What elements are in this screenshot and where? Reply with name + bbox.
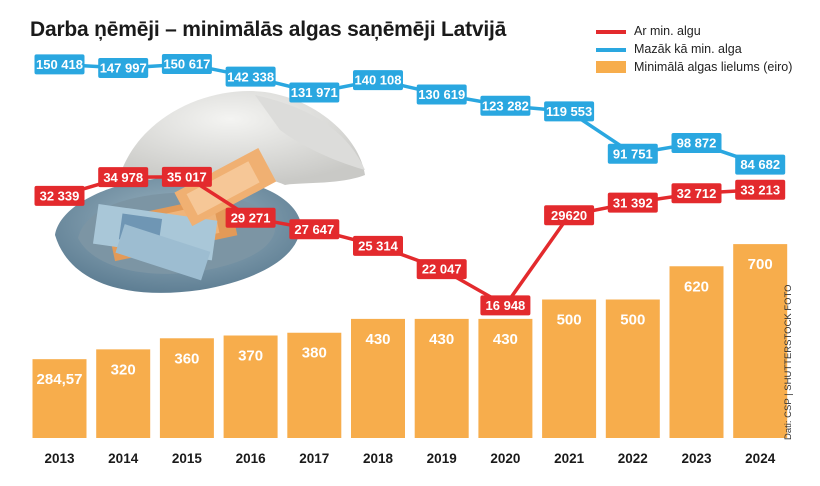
red-label-2016: 29 271	[231, 210, 271, 225]
bar-label-2020: 430	[493, 331, 518, 348]
legend: Ar min. algu Mazāk kā min. alga Minimālā…	[596, 22, 792, 76]
red-label-2013: 32 339	[40, 189, 80, 204]
bar-2013	[32, 359, 87, 438]
year-label-2021: 2021	[554, 451, 585, 466]
red-point-2024	[735, 179, 786, 200]
blue-point-2014	[98, 58, 149, 79]
bar-2014	[96, 349, 151, 438]
blue-label-2019: 130 619	[418, 87, 465, 102]
year-label-2019: 2019	[427, 451, 457, 466]
legend-swatch-blue	[596, 48, 626, 52]
red-point-2017	[289, 219, 340, 240]
year-label-2023: 2023	[681, 451, 712, 466]
red-point-2013	[34, 185, 85, 206]
bar-2015	[159, 338, 214, 438]
bar-2017	[287, 332, 342, 438]
cap-with-euro-banknotes-photo	[55, 91, 365, 293]
blue-point-2022	[607, 143, 658, 164]
source-note: Dati: CSP | SHUTTERSTOCK FOTO	[783, 284, 794, 440]
blue-point-2023	[671, 132, 722, 153]
chart-title: Darba ņēmēji – minimālās algas saņēmēji …	[30, 18, 507, 41]
bar-label-2014: 320	[111, 361, 136, 378]
bar-label-2023: 620	[684, 278, 709, 295]
bar-label-2013: 284,57	[37, 371, 83, 388]
red-point-2021	[544, 205, 595, 226]
legend-label-blue: Mazāk kā min. alga	[634, 42, 742, 56]
legend-swatch-bar	[596, 61, 626, 73]
blue-point-2024	[735, 154, 786, 175]
bar-label-2015: 360	[174, 350, 199, 367]
blue-label-2018: 140 108	[355, 73, 402, 88]
blue-point-2015	[161, 54, 212, 75]
year-label-2016: 2016	[236, 451, 267, 466]
blue-label-2017: 131 971	[291, 85, 338, 100]
blue-label-2022: 91 751	[613, 146, 653, 161]
year-label-2018: 2018	[363, 451, 394, 466]
bar-label-2017: 380	[302, 345, 327, 362]
red-label-2018: 25 314	[358, 238, 399, 253]
bar-2024	[733, 244, 788, 438]
year-label-2022: 2022	[618, 451, 648, 466]
red-label-2014: 34 978	[103, 170, 143, 185]
red-point-2016	[225, 207, 276, 228]
blue-label-2013: 150 418	[36, 57, 83, 72]
legend-item-blue: Mazāk kā min. alga	[596, 40, 792, 58]
bar-label-2022: 500	[620, 312, 645, 329]
red-label-2017: 27 647	[294, 222, 334, 237]
bar-2022	[605, 299, 660, 438]
legend-label-bar: Minimālā algas lielums (eiro)	[634, 60, 793, 74]
bar-label-2019: 430	[429, 331, 454, 348]
bar-2023	[669, 266, 724, 438]
red-label-2021: 29620	[551, 208, 587, 223]
red-label-2020: 16 948	[486, 298, 526, 313]
red-label-2019: 22 047	[422, 262, 462, 277]
bar-2020	[478, 318, 533, 438]
legend-item-red: Ar min. algu	[596, 22, 792, 40]
year-label-2020: 2020	[490, 451, 520, 466]
blue-label-2023: 98 872	[677, 136, 717, 151]
red-label-2023: 32 712	[677, 186, 717, 201]
red-point-2023	[671, 183, 722, 204]
red-label-2022: 31 392	[613, 195, 653, 210]
blue-point-2018	[353, 70, 403, 91]
year-label-2017: 2017	[299, 451, 329, 466]
red-point-2022	[607, 192, 658, 213]
legend-item-bar: Minimālā algas lielums (eiro)	[596, 58, 792, 76]
blue-point-2017	[289, 82, 340, 103]
bar-label-2024: 700	[748, 256, 773, 273]
blue-label-2016: 142 338	[227, 69, 274, 84]
legend-swatch-red	[596, 30, 626, 34]
blue-label-2024: 84 682	[740, 157, 780, 172]
blue-label-2014: 147 997	[100, 61, 147, 76]
red-point-2018	[353, 235, 403, 256]
bar-label-2018: 430	[365, 331, 390, 348]
bar-2018	[351, 318, 405, 438]
bar-label-2021: 500	[557, 312, 582, 329]
year-label-2015: 2015	[172, 451, 203, 466]
blue-point-2019	[416, 84, 467, 105]
legend-label-red: Ar min. algu	[634, 24, 701, 38]
blue-label-2020: 123 282	[482, 98, 529, 113]
bar-2016	[223, 335, 278, 438]
bar-label-2016: 370	[238, 348, 263, 365]
red-point-2019	[416, 259, 467, 280]
year-label-2013: 2013	[44, 451, 75, 466]
red-point-2020	[480, 295, 531, 316]
year-label-2014: 2014	[108, 451, 139, 466]
blue-label-2021: 119 553	[546, 104, 592, 119]
red-label-2024: 33 213	[740, 182, 780, 197]
blue-point-2016	[225, 66, 276, 87]
red-point-2014	[98, 167, 149, 188]
bar-2019	[414, 318, 469, 438]
red-point-2015	[161, 166, 212, 187]
year-label-2024: 2024	[745, 451, 776, 466]
blue-label-2015: 150 617	[163, 57, 210, 72]
bar-2021	[542, 299, 597, 438]
blue-point-2020	[480, 95, 531, 116]
red-label-2015: 35 017	[167, 169, 207, 184]
blue-point-2021	[544, 101, 595, 122]
blue-point-2013	[34, 54, 85, 75]
